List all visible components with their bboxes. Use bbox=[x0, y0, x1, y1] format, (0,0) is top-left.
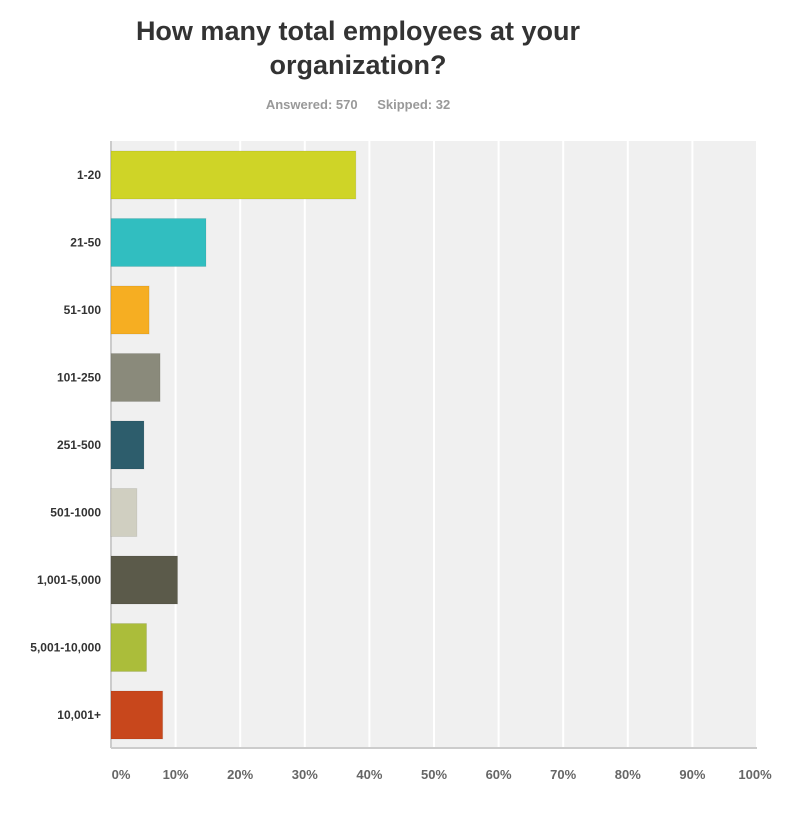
bar-51-100 bbox=[110, 285, 150, 335]
bar-501-1000 bbox=[110, 488, 138, 537]
x-tick-label: 80% bbox=[615, 767, 641, 782]
category-label: 51-100 bbox=[64, 303, 102, 317]
category-label: 1-20 bbox=[77, 168, 101, 182]
x-tick-label: 30% bbox=[292, 767, 318, 782]
category-label: 501-1000 bbox=[50, 506, 101, 520]
category-label: 5,001-10,000 bbox=[30, 641, 101, 655]
x-tick-label: 40% bbox=[356, 767, 382, 782]
x-tick-label: 10% bbox=[163, 767, 189, 782]
x-tick-label: 0% bbox=[112, 767, 131, 782]
category-label: 251-500 bbox=[57, 438, 101, 452]
x-tick-label: 50% bbox=[421, 767, 447, 782]
response-stats: Answered: 570 Skipped: 32 bbox=[100, 97, 616, 112]
x-tick-label: 90% bbox=[679, 767, 705, 782]
skipped-count: Skipped: 32 bbox=[377, 97, 451, 112]
bar-1-20 bbox=[110, 150, 357, 200]
category-label: 21-50 bbox=[70, 236, 101, 250]
category-label: 10,001+ bbox=[57, 708, 101, 722]
x-tick-label: 20% bbox=[227, 767, 253, 782]
x-tick-label: 100% bbox=[738, 767, 772, 782]
chart-title: How many total employees at your organiz… bbox=[135, 16, 581, 80]
bar-21-50 bbox=[110, 218, 207, 267]
bar-251-500 bbox=[110, 420, 145, 470]
x-tick-label: 70% bbox=[550, 767, 576, 782]
bar-101-250 bbox=[110, 353, 161, 402]
bar-1,001-5,000 bbox=[110, 555, 179, 605]
x-tick-label: 60% bbox=[486, 767, 512, 782]
answered-count: Answered: 570 bbox=[265, 97, 358, 112]
bar-5,001-10,000 bbox=[110, 623, 148, 672]
category-label: 1,001-5,000 bbox=[37, 573, 101, 587]
bar-10,001+ bbox=[110, 690, 164, 740]
category-label: 101-250 bbox=[57, 371, 101, 385]
